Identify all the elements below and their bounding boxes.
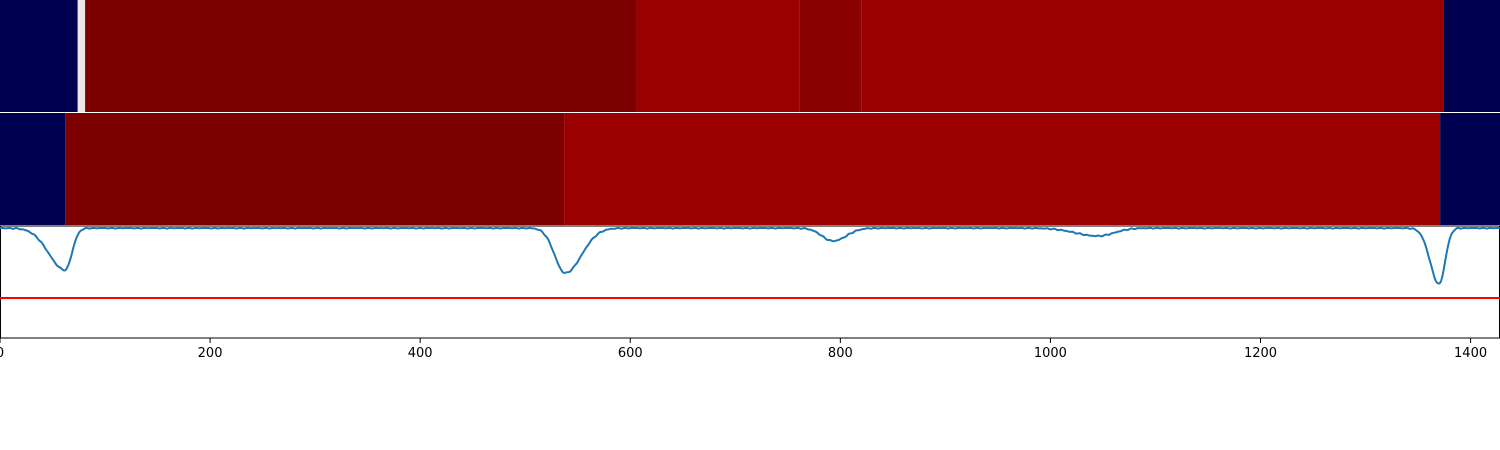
heatmap-segment — [636, 0, 800, 112]
x-tick-label: 600 — [618, 346, 643, 361]
heatmap-segment — [1440, 113, 1500, 225]
heatmap-track-1 — [0, 0, 1500, 112]
x-tick-label: 200 — [198, 346, 223, 361]
signal-panel — [0, 225, 1500, 339]
x-axis: 0 200 400 600 800 1000 1200 1400 — [0, 338, 1487, 361]
heatmap-segment — [799, 0, 862, 112]
x-tick-label: 0 — [0, 346, 4, 361]
heatmap-segment — [65, 113, 565, 225]
heatmap-segment — [0, 113, 66, 225]
heatmap-segment — [1443, 0, 1500, 112]
x-tick-label: 800 — [828, 346, 853, 361]
heatmap-segment — [564, 113, 1441, 225]
heatmap-track-2 — [0, 113, 1500, 225]
x-tick-label: 1200 — [1244, 346, 1277, 361]
x-tick-label: 400 — [408, 346, 433, 361]
heatmap-segment — [77, 0, 86, 112]
x-tick-label: 1400 — [1454, 346, 1487, 361]
heatmap-tracks — [0, 0, 1500, 225]
heatmap-segment — [0, 0, 78, 112]
heatmap-segment — [85, 0, 637, 112]
heatmap-segment — [861, 0, 1444, 112]
signal-line — [0, 226, 1500, 285]
x-tick-label: 1000 — [1034, 346, 1067, 361]
signal-frame — [0, 225, 1500, 339]
